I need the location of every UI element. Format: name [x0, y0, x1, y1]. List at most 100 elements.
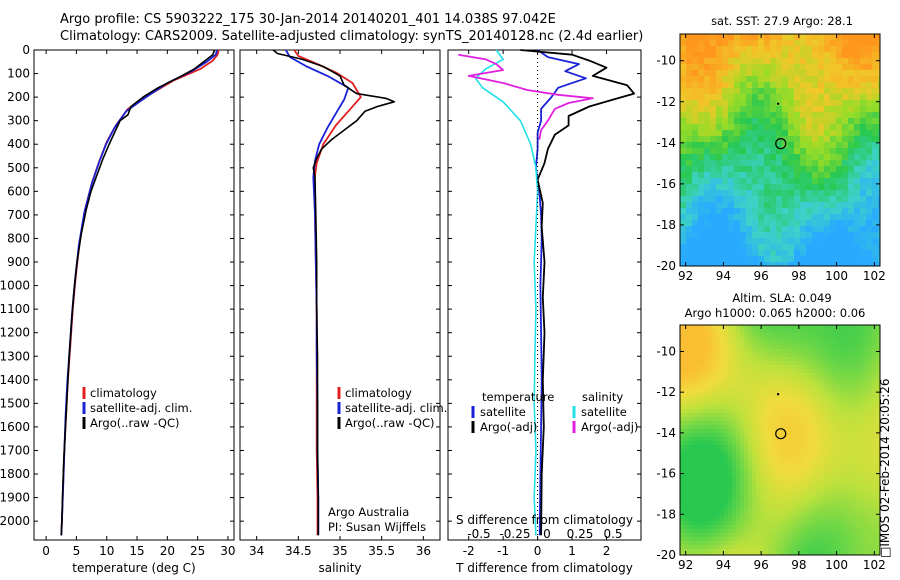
- temperature-ytick-label: 1500: [0, 396, 30, 410]
- sst_map-xtick-label: 98: [791, 269, 806, 283]
- difference-series-sargoadj: [458, 53, 594, 140]
- sst_map-ytick-label: -18: [656, 218, 676, 232]
- difference-s-tick-label: -0.5: [467, 527, 490, 541]
- temperature-ytick-label: 400: [7, 137, 30, 151]
- difference-xlabel: T difference from climatology: [455, 561, 633, 575]
- temperature-legend-label: Argo(..raw -QC): [90, 416, 180, 430]
- difference-frame: [447, 49, 642, 541]
- difference-s-tick-label: 0: [543, 527, 551, 541]
- salinity-xtick-label: 34: [249, 544, 264, 558]
- sla_map-xtick-label: 94: [716, 558, 731, 572]
- temperature-ytick-label: 600: [7, 184, 30, 198]
- sst_map-frame: [679, 33, 881, 267]
- sla_map-argo-marker: [775, 428, 787, 440]
- sla_map-xtick-label: 98: [791, 558, 806, 572]
- salinity-xtick-label: 35: [332, 544, 347, 558]
- temperature-ytick-label: 1600: [0, 420, 30, 434]
- temperature-xtick-label: 0: [42, 544, 50, 558]
- temperature-ytick-label: 700: [7, 208, 30, 222]
- temperature-xtick-label: 20: [160, 544, 175, 558]
- sla_map-frame: [679, 324, 881, 556]
- temperature-ytick-label: 100: [7, 67, 30, 81]
- sst-map-title: sat. SST: 27.9 Argo: 28.1: [711, 14, 853, 28]
- sst_map-previous-position: [776, 102, 780, 106]
- temperature-xtick-label: 10: [99, 544, 114, 558]
- salinity-legend-label: Argo(..raw -QC): [345, 416, 435, 430]
- temperature-ytick-label: 1700: [0, 443, 30, 457]
- figure-title-line1: Argo profile: CS 5903222_175 30-Jan-2014…: [60, 12, 556, 27]
- sla_map-ytick-label: -12: [656, 385, 676, 399]
- sst_map-field: [680, 34, 880, 266]
- temperature-ytick-label: 2000: [0, 514, 30, 528]
- salinity-xtick-label: 36: [416, 544, 431, 558]
- temperature-xtick-label: 30: [220, 544, 235, 558]
- temperature-ytick-label: 200: [7, 90, 30, 104]
- temperature-frame: [33, 49, 235, 541]
- temperature-xtick-label: 25: [190, 544, 205, 558]
- sst_map-xtick-label: 100: [825, 269, 848, 283]
- sst_map-ytick-label: -16: [656, 177, 676, 191]
- difference-legend-label: Argo(-adj): [480, 420, 537, 434]
- figure-title-line2: Climatology: CARS2009. Satellite-adjuste…: [60, 29, 644, 44]
- sla_map-ytick-label: -14: [656, 426, 676, 440]
- sst_map-xtick-label: 102: [863, 269, 886, 283]
- temperature-xtick-label: 15: [129, 544, 144, 558]
- difference-s-tick-label: 0.5: [603, 527, 622, 541]
- sst_map-ytick-label: -12: [656, 95, 676, 109]
- difference-s-tick-label: -0.25: [499, 527, 530, 541]
- temperature-ytick-label: 900: [7, 255, 30, 269]
- difference-xtick-label: -1: [497, 544, 509, 558]
- salinity-frame: [239, 49, 441, 541]
- salinity-annotation: PI: Susan Wijffels: [328, 520, 426, 534]
- sst_map-ytick-label: -10: [656, 54, 676, 68]
- difference-s-xlabel: S difference from climatology: [456, 513, 633, 527]
- salinity-xtick-label: 35.5: [368, 544, 395, 558]
- sst_map-xtick-label: 94: [716, 269, 731, 283]
- difference-s-tick-label: 0.25: [567, 527, 594, 541]
- sst_map-ytick-label: -20: [656, 259, 676, 273]
- sla-map-subtitle: Argo h1000: 0.065 h2000: 0.06: [685, 306, 866, 320]
- temperature-legend-label: climatology: [90, 386, 157, 400]
- salinity-series-argorawqc: [272, 49, 395, 536]
- imos-timestamp: □IMOS 02-Feb-2014 20:05:26: [878, 378, 892, 558]
- temperature-series-climatology: [60, 49, 220, 536]
- temperature-ytick-label: 500: [7, 161, 30, 175]
- temperature-ytick-label: 1400: [0, 373, 30, 387]
- salinity-series-climatology: [293, 49, 362, 536]
- difference-xtick-label: -2: [463, 544, 475, 558]
- sla_map-previous-position: [776, 393, 780, 396]
- difference-legend-title: temperature: [482, 390, 554, 404]
- difference-legend-label: satellite: [480, 405, 526, 419]
- sla_map-xtick-label: 96: [753, 558, 768, 572]
- difference-series-tsatellite: [535, 49, 587, 536]
- sla_map-ytick-label: -18: [656, 507, 676, 521]
- sst_map-ytick-label: -14: [656, 136, 676, 150]
- sla_map-xtick-label: 102: [863, 558, 886, 572]
- difference-series-targoadj: [520, 49, 635, 536]
- temperature-ytick-label: 800: [7, 231, 30, 245]
- salinity-legend-label: climatology: [345, 386, 412, 400]
- difference-series-ssatellite: [474, 49, 539, 536]
- salinity-legend-label: satellite-adj. clim.: [345, 401, 447, 415]
- salinity-xlabel: salinity: [318, 561, 361, 575]
- difference-xtick-label: 1: [568, 544, 576, 558]
- temperature-ytick-label: 0: [22, 43, 30, 57]
- temperature-ytick-label: 1900: [0, 491, 30, 505]
- difference-legend-label: Argo(-adj): [581, 420, 638, 434]
- sla-map-title: Altim. SLA: 0.049: [732, 291, 831, 305]
- temperature-legend-label: satellite-adj. clim.: [90, 401, 192, 415]
- sla_map-ytick-label: -20: [656, 548, 676, 562]
- temperature-series-argorawqc: [60, 49, 216, 536]
- temperature-xlabel: temperature (deg C): [72, 561, 195, 575]
- temperature-xtick-label: 5: [73, 544, 81, 558]
- temperature-ytick-label: 1300: [0, 349, 30, 363]
- salinity-xtick-label: 34.5: [285, 544, 312, 558]
- temperature-ytick-label: 1800: [0, 467, 30, 481]
- difference-legend-title: salinity: [582, 390, 623, 404]
- temperature-ytick-label: 300: [7, 114, 30, 128]
- temperature-ytick-label: 1200: [0, 326, 30, 340]
- sla_map-ytick-label: -10: [656, 344, 676, 358]
- sla_map-xtick-label: 100: [825, 558, 848, 572]
- temperature-ytick-label: 1000: [0, 279, 30, 293]
- temperature-ytick-label: 1100: [0, 302, 30, 316]
